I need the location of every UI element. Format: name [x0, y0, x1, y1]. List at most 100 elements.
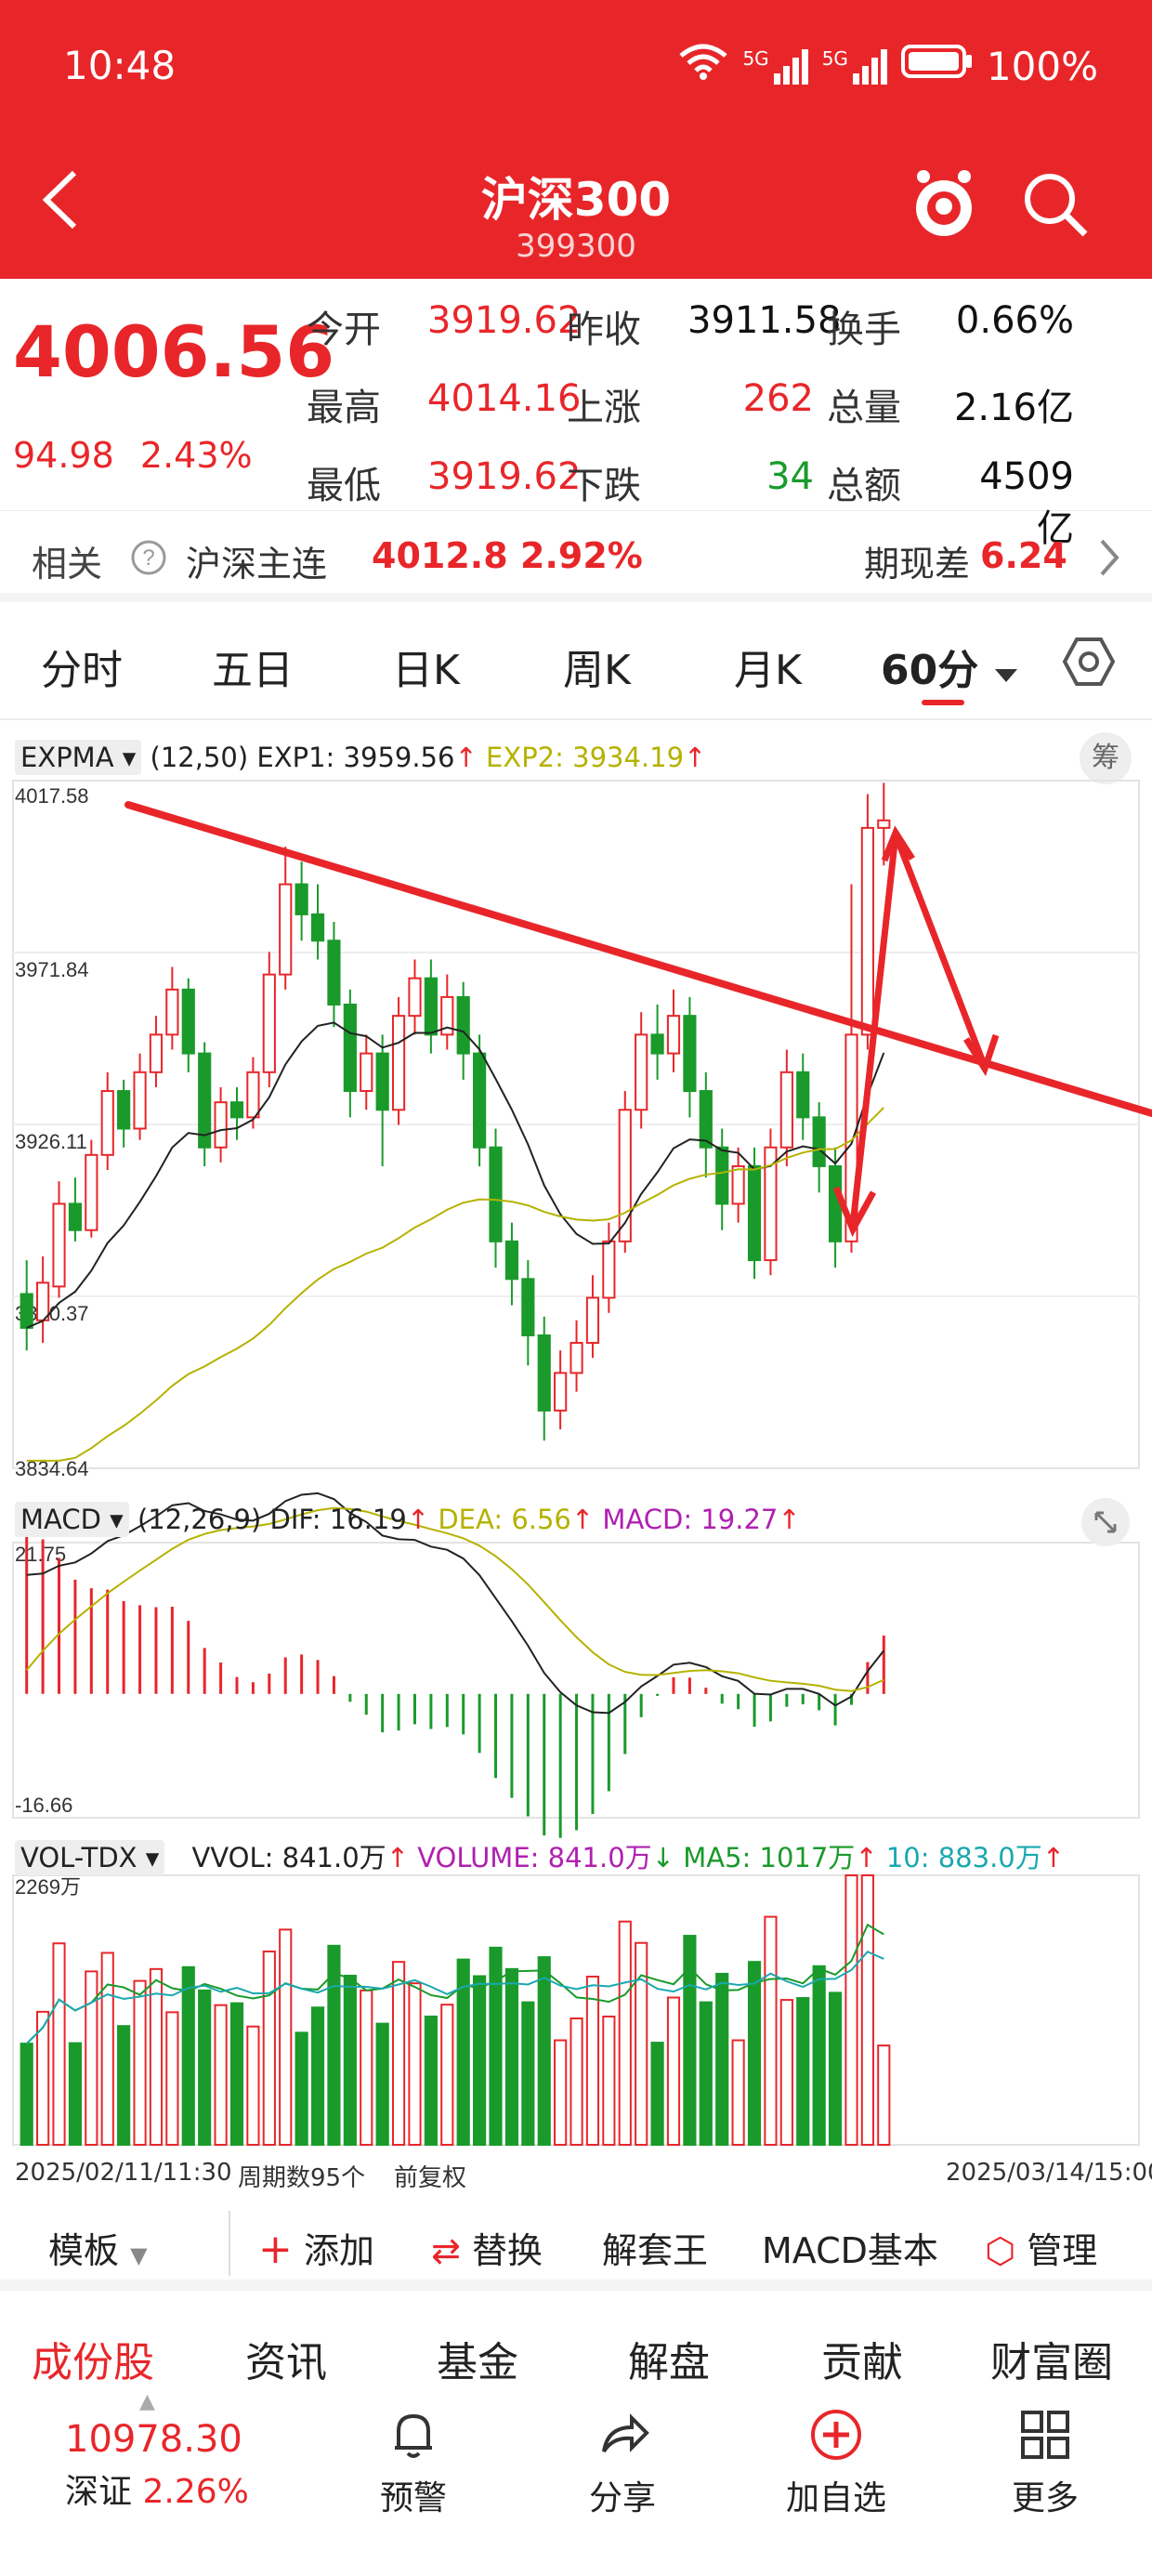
tab-contribution[interactable]: 贡献	[821, 2339, 903, 2386]
tab-60min-label: 60分	[881, 647, 979, 694]
expand-button[interactable]	[1081, 1498, 1130, 1546]
manage-label: 管理	[1027, 2230, 1098, 2271]
ma5-value: MA5: 1017万	[683, 1842, 856, 1873]
exp1-value: EXP1: 3959.56	[256, 742, 455, 773]
exp1-line	[26, 1021, 885, 1329]
search-icon	[1025, 174, 1088, 237]
expma-name: EXPMA	[20, 742, 114, 773]
candle-body	[489, 1146, 503, 1242]
expma-params: (12,50)	[150, 742, 249, 773]
quote-panel: 4006.56 94.98 2.43% 今开 3919.62 昨收 3911.58 换手…	[0, 279, 1152, 550]
index-ticker-name: 深证	[65, 2473, 133, 2511]
candle-body	[537, 1334, 551, 1412]
unlock-king-button[interactable]: 解套王	[602, 2230, 709, 2271]
volume-bar	[828, 1991, 843, 2146]
add-watchlist-button[interactable]: 加自选	[780, 2407, 892, 2519]
candle-body	[262, 973, 276, 1073]
mascot-button[interactable]	[910, 167, 977, 245]
stat-value: 3919.62	[427, 455, 582, 498]
volume-bar	[133, 1979, 147, 2146]
vol-selector[interactable]: VOL-TDX ▾	[15, 1840, 165, 1875]
candle-body	[181, 988, 195, 1055]
dif-arrow: ↑	[406, 1504, 430, 1535]
candle-body	[554, 1372, 568, 1412]
volume-bar	[602, 2015, 616, 2146]
tab-five-day[interactable]: 五日	[212, 647, 294, 694]
vol-ma5-line	[26, 1923, 884, 2044]
volume-bar	[181, 1965, 195, 2147]
date-end: 2025/03/14/15:00	[946, 2159, 1152, 2187]
macd-basic-button[interactable]: MACD基本	[762, 2230, 938, 2271]
help-icon[interactable]: ?	[130, 539, 167, 585]
search-button[interactable]	[1020, 169, 1091, 243]
candle-body	[764, 1146, 778, 1262]
spread-value: 6.24	[980, 535, 1067, 576]
macd-tick-min: -16.66	[15, 1794, 72, 1817]
macd-value: MACD: 19.27	[602, 1504, 779, 1535]
index-ticker[interactable]: 10978.30	[65, 2418, 242, 2461]
volume-bar	[310, 2006, 325, 2146]
candle-body	[20, 1293, 33, 1329]
volume-bar	[149, 1967, 164, 2147]
tab-weekly[interactable]: 周K	[563, 647, 631, 694]
chips-button[interactable]: 筹	[1080, 732, 1132, 784]
volume-bar	[343, 1974, 357, 2147]
tab-60min[interactable]: 60分	[881, 637, 1019, 705]
back-button[interactable]	[37, 167, 84, 236]
change-value: 94.98	[13, 435, 114, 476]
app-header: 10:48 5G 5G 100% 沪深300 399300	[0, 0, 1152, 279]
stat-label: 换手	[827, 309, 901, 351]
signal-icon-2: 5G	[822, 47, 888, 85]
tab-constituents[interactable]: 成份股	[32, 2339, 154, 2386]
divider	[229, 2211, 230, 2276]
tab-news[interactable]: 资讯	[245, 2339, 327, 2386]
tab-monthly[interactable]: 月K	[734, 647, 802, 694]
volume-bar	[521, 2001, 535, 2146]
related-percent: 2.92%	[520, 535, 643, 576]
exp2-value: EXP2: 3934.19	[486, 742, 685, 773]
chevron-right-icon	[1096, 537, 1122, 586]
volume-bar	[100, 1952, 114, 2147]
candle-body	[731, 1164, 745, 1205]
volume-bar	[262, 1950, 276, 2146]
tab-daily[interactable]: 日K	[392, 647, 460, 694]
more-button[interactable]: 更多	[1003, 2407, 1087, 2519]
volume-bar	[796, 1997, 810, 2147]
grid-icon	[1021, 2411, 1069, 2459]
template-button[interactable]: 模板 ▼	[48, 2222, 148, 2273]
macd-selector[interactable]: MACD ▾	[15, 1502, 129, 1537]
volume-bar	[504, 1967, 519, 2147]
tab-wealth-circle[interactable]: 财富圈	[990, 2339, 1113, 2386]
stat-value: 3911.58	[687, 299, 842, 342]
add-indicator-button[interactable]: + 添加	[258, 2222, 374, 2273]
index-ticker-sub: 深证 2.26%	[65, 2464, 249, 2513]
candle-body	[68, 1203, 83, 1231]
settings-button[interactable]	[1061, 634, 1117, 700]
tab-intraday[interactable]: 分时	[41, 647, 123, 694]
candle-body	[699, 1090, 713, 1149]
manage-button[interactable]: ⬡ 管理	[985, 2222, 1097, 2273]
tab-analysis[interactable]: 解盘	[628, 2339, 710, 2386]
candle-body	[860, 826, 874, 1036]
stat-label: 总额	[827, 465, 901, 507]
tab-funds[interactable]: 基金	[437, 2339, 518, 2386]
volume-bar	[779, 1999, 793, 2146]
stat-label: 总量	[827, 387, 901, 429]
arrow-head-annotation	[881, 825, 915, 862]
volume-bar	[473, 1975, 487, 2147]
kline-chart-area[interactable]: EXPMA ▾ (12,50) EXP1: 3959.56 ↑ EXP2: 393…	[0, 723, 1152, 2192]
volume-bar	[877, 2044, 891, 2146]
vol-header: VOL-TDX ▾ VVOL: 841.0万↑ VOLUME: 841.0万↓ …	[15, 1836, 1065, 1875]
candle-body	[521, 1278, 535, 1336]
expma-selector[interactable]: EXPMA ▾	[15, 740, 142, 775]
related-futures-row[interactable]: 相关 ? 沪深主连 4012.8 2.92% 期现差 6.24	[0, 513, 1152, 602]
alert-button[interactable]: 预警	[372, 2407, 455, 2519]
volume-bar	[295, 2031, 308, 2147]
volume-bar	[36, 2010, 50, 2147]
stat-value: 4509亿	[979, 455, 1074, 550]
candle-body	[408, 977, 422, 1018]
share-button[interactable]: 分享	[581, 2407, 664, 2519]
replace-button[interactable]: ⇄ 替换	[431, 2222, 543, 2273]
index-ticker-pct: 2.26%	[142, 2473, 249, 2511]
related-name: 沪深主连	[186, 544, 328, 585]
